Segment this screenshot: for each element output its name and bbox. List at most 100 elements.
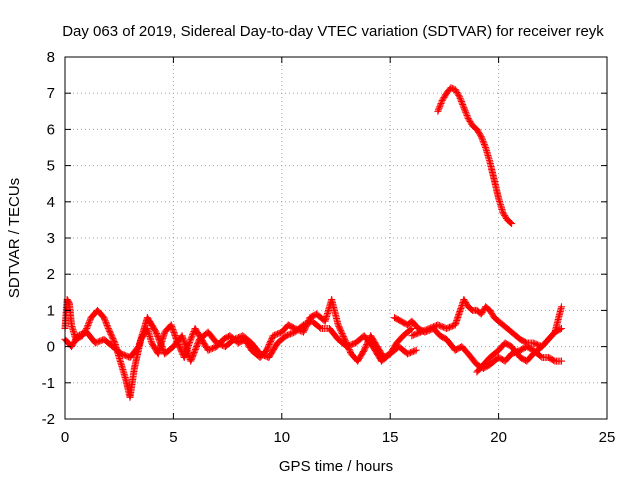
data-point bbox=[486, 306, 494, 314]
y-axis-label: SDTVAR / TECUs bbox=[6, 178, 23, 298]
trace-marker bbox=[216, 340, 224, 348]
trace-marker bbox=[340, 334, 348, 342]
trace-marker bbox=[103, 320, 111, 328]
tick-labels: 0 5 10 15 20 25 -2 -1 0 1 2 3 4 5 6 7 8 bbox=[42, 49, 616, 446]
trace-marker bbox=[462, 110, 470, 118]
trace-marker bbox=[457, 97, 465, 105]
trace-marker bbox=[421, 326, 429, 334]
trace-marker bbox=[189, 331, 197, 339]
trace-marker bbox=[188, 332, 196, 340]
trace-marker bbox=[190, 348, 198, 356]
trace-marker bbox=[501, 212, 509, 220]
trace-marker bbox=[479, 307, 487, 315]
trace-marker bbox=[349, 340, 357, 348]
trace-marker bbox=[478, 309, 486, 317]
data-point bbox=[299, 328, 307, 336]
data-point bbox=[343, 343, 351, 351]
trace-marker bbox=[411, 347, 419, 355]
data-point bbox=[230, 335, 238, 343]
trace-marker bbox=[75, 331, 83, 339]
data-point bbox=[417, 328, 425, 336]
data-point bbox=[104, 325, 112, 332]
trace-marker bbox=[488, 309, 496, 317]
trace-marker bbox=[154, 334, 162, 342]
y-tick-label: 0 bbox=[47, 339, 55, 356]
data-points bbox=[61, 84, 565, 401]
trace-marker bbox=[84, 321, 92, 329]
y-tick-label: -2 bbox=[42, 411, 55, 428]
chart-title: Day 063 of 2019, Sidereal Day-to-day VTE… bbox=[62, 23, 604, 40]
x-tick-label: 20 bbox=[490, 429, 507, 446]
trace-marker bbox=[459, 101, 467, 109]
trace-marker bbox=[478, 134, 486, 142]
trace-marker bbox=[190, 350, 198, 358]
trace-marker bbox=[187, 334, 195, 342]
trace-marker bbox=[438, 98, 446, 106]
data-point bbox=[152, 328, 160, 336]
trace-marker bbox=[272, 331, 280, 339]
trace-marker bbox=[439, 95, 447, 103]
trace-marker bbox=[480, 140, 488, 148]
trace-marker bbox=[428, 323, 436, 331]
data-point bbox=[447, 84, 455, 92]
data-point bbox=[213, 339, 221, 347]
trace-marker bbox=[156, 337, 164, 345]
data-point bbox=[557, 357, 565, 365]
trace-marker bbox=[418, 328, 426, 336]
trace-marker bbox=[192, 344, 200, 352]
x-tick-label: 15 bbox=[382, 429, 399, 446]
trace-marker bbox=[156, 338, 164, 346]
trace-marker bbox=[476, 131, 484, 139]
trace-marker bbox=[232, 335, 240, 343]
trace-marker bbox=[463, 111, 471, 119]
trace-marker bbox=[217, 341, 225, 349]
data-point bbox=[477, 133, 485, 141]
data-point bbox=[117, 350, 125, 358]
trace-marker bbox=[86, 317, 94, 325]
data-point bbox=[451, 86, 459, 94]
trace-marker bbox=[424, 325, 432, 333]
trace-marker bbox=[409, 347, 417, 355]
data-point bbox=[473, 125, 481, 133]
data-point bbox=[74, 332, 82, 340]
trace-marker bbox=[335, 322, 343, 330]
trace-marker bbox=[191, 347, 199, 355]
trace-marker bbox=[120, 351, 128, 359]
data-point bbox=[263, 346, 271, 354]
trace-marker bbox=[344, 342, 352, 350]
trace-marker bbox=[316, 323, 324, 331]
trace-marker bbox=[284, 331, 292, 339]
data-point bbox=[425, 325, 433, 332]
trace-marker bbox=[456, 94, 464, 102]
trace-marker bbox=[406, 349, 414, 357]
trace-marker bbox=[104, 323, 112, 331]
data-point bbox=[557, 303, 565, 311]
trace-marker bbox=[466, 117, 474, 125]
trace-marker bbox=[304, 319, 312, 327]
trace-marker bbox=[407, 326, 415, 334]
trace-marker bbox=[441, 92, 449, 100]
trace-marker bbox=[419, 327, 427, 335]
trace-marker bbox=[193, 343, 201, 351]
trace-marker bbox=[440, 94, 448, 102]
trace-marker bbox=[462, 298, 470, 306]
trace-marker bbox=[259, 351, 267, 359]
trace-marker bbox=[415, 329, 423, 337]
trace-marker bbox=[409, 331, 417, 339]
trace-marker bbox=[489, 311, 497, 319]
trace-marker bbox=[346, 341, 354, 349]
trace-marker bbox=[122, 352, 130, 360]
data-point bbox=[404, 350, 412, 358]
trace-marker bbox=[338, 330, 346, 338]
trace-marker bbox=[153, 331, 161, 339]
x-tick-label: 25 bbox=[599, 429, 616, 446]
trace-marker bbox=[502, 213, 510, 221]
data-point bbox=[529, 339, 537, 347]
data-point bbox=[282, 332, 290, 340]
trace-marker bbox=[191, 345, 199, 353]
data-point bbox=[443, 325, 451, 332]
trace-marker bbox=[258, 350, 266, 358]
trace-marker bbox=[263, 345, 271, 353]
trace-marker bbox=[444, 324, 452, 332]
axis-ticks bbox=[64, 56, 608, 420]
